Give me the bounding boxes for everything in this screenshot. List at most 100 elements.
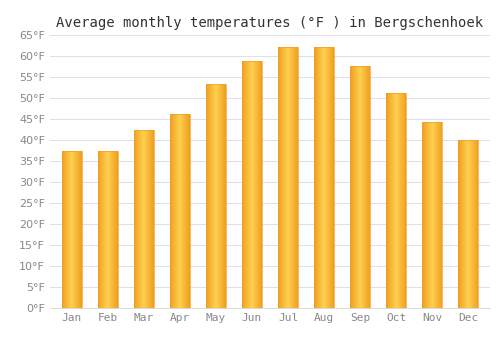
Bar [111, 151, 112, 308]
Bar [350, 66, 370, 308]
Bar [470, 140, 471, 308]
Bar [351, 66, 352, 308]
Bar [223, 84, 224, 308]
Bar [68, 151, 69, 308]
Bar [212, 84, 214, 308]
Bar [396, 93, 397, 308]
Bar [405, 93, 406, 308]
Bar [105, 151, 106, 308]
Bar [461, 140, 462, 308]
Bar [427, 121, 428, 308]
Bar [429, 121, 430, 308]
Bar [391, 93, 392, 308]
Bar [225, 84, 226, 308]
Bar [186, 114, 187, 308]
Bar [319, 47, 320, 308]
Bar [403, 93, 404, 308]
Bar [471, 140, 472, 308]
Bar [323, 47, 324, 308]
Bar [386, 93, 406, 308]
Bar [473, 140, 474, 308]
Bar [318, 47, 319, 308]
Bar [183, 114, 184, 308]
Bar [102, 151, 103, 308]
Bar [139, 130, 140, 308]
Bar [147, 130, 148, 308]
Bar [326, 47, 328, 308]
Bar [433, 121, 434, 308]
Bar [458, 140, 459, 308]
Bar [261, 61, 262, 308]
Bar [153, 130, 154, 308]
Bar [65, 151, 66, 308]
Bar [179, 114, 180, 308]
Bar [80, 151, 81, 308]
Bar [113, 151, 114, 308]
Bar [354, 66, 355, 308]
Bar [286, 47, 288, 308]
Bar [387, 93, 388, 308]
Bar [330, 47, 332, 308]
Bar [282, 47, 284, 308]
Bar [464, 140, 465, 308]
Bar [217, 84, 218, 308]
Bar [77, 151, 78, 308]
Bar [242, 61, 262, 308]
Bar [472, 140, 473, 308]
Bar [259, 61, 260, 308]
Bar [170, 114, 190, 308]
Bar [292, 47, 294, 308]
Bar [439, 121, 440, 308]
Bar [350, 66, 351, 308]
Bar [81, 151, 82, 308]
Bar [108, 151, 109, 308]
Bar [174, 114, 175, 308]
Bar [390, 93, 391, 308]
Bar [437, 121, 438, 308]
Bar [352, 66, 353, 308]
Bar [138, 130, 139, 308]
Bar [248, 61, 250, 308]
Bar [175, 114, 176, 308]
Bar [358, 66, 359, 308]
Bar [368, 66, 369, 308]
Bar [469, 140, 470, 308]
Bar [356, 66, 357, 308]
Bar [477, 140, 478, 308]
Bar [185, 114, 186, 308]
Bar [428, 121, 429, 308]
Bar [76, 151, 77, 308]
Bar [296, 47, 298, 308]
Bar [467, 140, 468, 308]
Bar [353, 66, 354, 308]
Bar [106, 151, 107, 308]
Bar [397, 93, 398, 308]
Bar [210, 84, 212, 308]
Bar [215, 84, 216, 308]
Bar [278, 47, 279, 308]
Bar [78, 151, 79, 308]
Bar [149, 130, 150, 308]
Bar [137, 130, 138, 308]
Bar [216, 84, 217, 308]
Bar [441, 121, 442, 308]
Bar [112, 151, 113, 308]
Bar [224, 84, 225, 308]
Bar [361, 66, 362, 308]
Bar [288, 47, 290, 308]
Bar [180, 114, 181, 308]
Bar [400, 93, 401, 308]
Bar [468, 140, 469, 308]
Bar [462, 140, 463, 308]
Bar [246, 61, 248, 308]
Bar [321, 47, 322, 308]
Bar [386, 93, 387, 308]
Bar [423, 121, 424, 308]
Bar [114, 151, 115, 308]
Bar [393, 93, 394, 308]
Bar [359, 66, 360, 308]
Bar [101, 151, 102, 308]
Bar [79, 151, 80, 308]
Bar [294, 47, 296, 308]
Bar [219, 84, 220, 308]
